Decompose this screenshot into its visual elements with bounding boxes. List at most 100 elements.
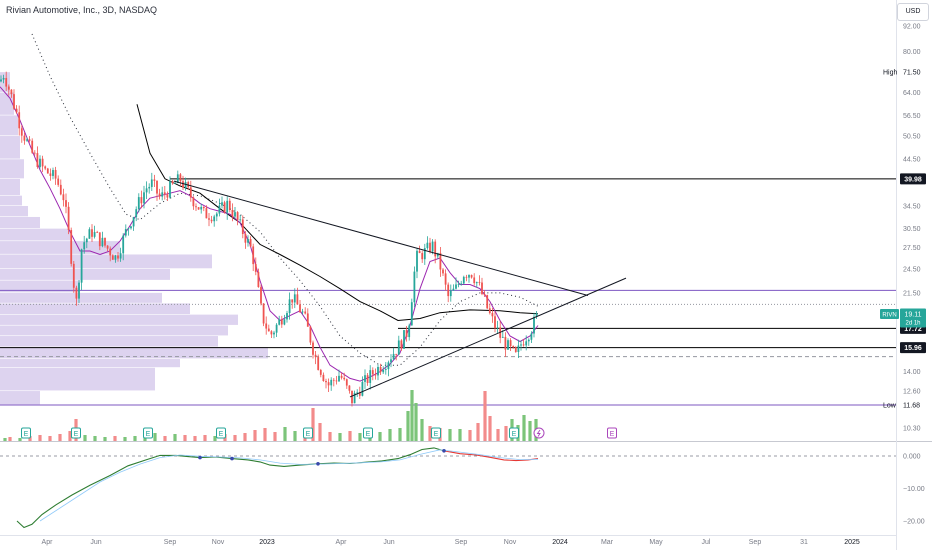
candle-body [114, 255, 117, 260]
candle-body [215, 213, 218, 217]
candle-body [262, 303, 265, 324]
volume-bar-2 [18, 438, 22, 441]
candle-body [478, 282, 481, 283]
candle-body [267, 328, 270, 332]
volume-profile-bar-20 [0, 359, 180, 368]
candle-body [132, 217, 135, 227]
candle-body [377, 366, 379, 376]
volume-profile-bar-11 [0, 254, 212, 269]
volume-bar-18 [173, 434, 177, 441]
volume-bar-52 [483, 391, 487, 441]
candle-body [455, 284, 457, 289]
price-tick-label: 30.50 [903, 226, 921, 233]
time-axis-label: Apr [336, 539, 348, 546]
candle-body [517, 345, 520, 352]
candle-body [140, 197, 143, 204]
candle-body [429, 242, 431, 252]
volume-profile-bar-14 [0, 292, 162, 303]
ticker-price-label: 19.11 [905, 312, 922, 319]
candle-body [5, 78, 8, 87]
candle-body [403, 330, 405, 349]
volume-bar-29 [283, 427, 287, 441]
oscillator-cross-marker [230, 456, 234, 461]
time-axis-label: Jul [702, 539, 711, 546]
oscillator-cross-marker [198, 455, 202, 460]
candle-body [486, 295, 489, 309]
earnings-marker-label: E [434, 431, 439, 438]
candle-body [494, 316, 496, 328]
candle-body [197, 207, 200, 210]
candle-body [75, 287, 78, 299]
candle-body [249, 239, 252, 247]
candle-body [18, 112, 21, 129]
candle-body [400, 340, 403, 349]
candle-body [291, 299, 294, 303]
candle-body [356, 392, 359, 394]
volume-bar-43 [410, 390, 414, 441]
candle-body [171, 181, 174, 184]
candle-body [10, 89, 13, 95]
candle-body [234, 212, 236, 217]
volume-bar-20 [193, 436, 197, 441]
volume-bar-40 [388, 429, 392, 441]
candle-body [33, 152, 36, 154]
earnings-marker-icon [509, 427, 519, 439]
trendline-0 [173, 180, 589, 296]
candle-body [202, 206, 205, 209]
earnings-marker-icon [143, 427, 153, 439]
candle-body [325, 381, 327, 383]
earnings-marker-icon [216, 427, 226, 439]
volume-profile-bar-15 [0, 303, 190, 315]
price-tick-label: 10.30 [903, 426, 921, 433]
earnings-marker-icon [303, 427, 313, 439]
volume-bar-46 [428, 426, 432, 441]
earnings-marker-icon [21, 427, 31, 439]
candle-body [520, 344, 522, 346]
candle-body [322, 374, 325, 382]
volume-profile-bar-2 [0, 115, 18, 136]
volume-bar-21 [203, 435, 207, 441]
price-tick-label: 64.00 [903, 90, 921, 97]
time-axis-label: Apr [42, 539, 54, 546]
candle-body [7, 86, 10, 90]
earnings-marker-label: E [74, 431, 79, 438]
candle-body [442, 269, 444, 274]
candle-body [504, 336, 507, 350]
candle-body [296, 294, 299, 305]
volume-profile-bar-13 [0, 280, 80, 293]
time-axis-label: Jun [383, 539, 394, 546]
candle-body [460, 283, 463, 285]
long-ma-line [136, 104, 539, 322]
candle-body [137, 197, 140, 210]
candle-body [44, 166, 47, 169]
candle-body [182, 181, 184, 188]
volume-profile-bar-6 [0, 195, 22, 206]
candle-body [395, 353, 398, 355]
candle-body [317, 357, 320, 370]
candle-body [351, 390, 353, 404]
candle-body [447, 284, 450, 297]
volume-bar-3 [28, 436, 32, 441]
candle-body [176, 174, 179, 183]
candle-body [379, 366, 382, 373]
candle-body [101, 237, 104, 247]
time-axis-label: 2025 [844, 539, 860, 546]
candle-body [57, 178, 60, 185]
candle-body [260, 287, 262, 304]
candle-body [382, 369, 385, 373]
currency-button[interactable]: USD [897, 3, 929, 21]
price-badge-bg [900, 342, 926, 354]
mid-ma-line [0, 86, 539, 382]
volume-profile-bar-16 [0, 314, 238, 325]
extreme-value-low: 11.68 [903, 402, 920, 409]
candle-body [98, 232, 101, 247]
earnings-marker-label: E [24, 431, 29, 438]
earnings-marker-icon [607, 427, 617, 439]
volume-bar-4 [38, 435, 42, 441]
candle-body [275, 324, 278, 333]
candle-body [124, 229, 127, 236]
candle-body [62, 194, 65, 201]
volume-bar-44 [414, 403, 418, 441]
volume-profile-bar-0 [0, 72, 10, 92]
